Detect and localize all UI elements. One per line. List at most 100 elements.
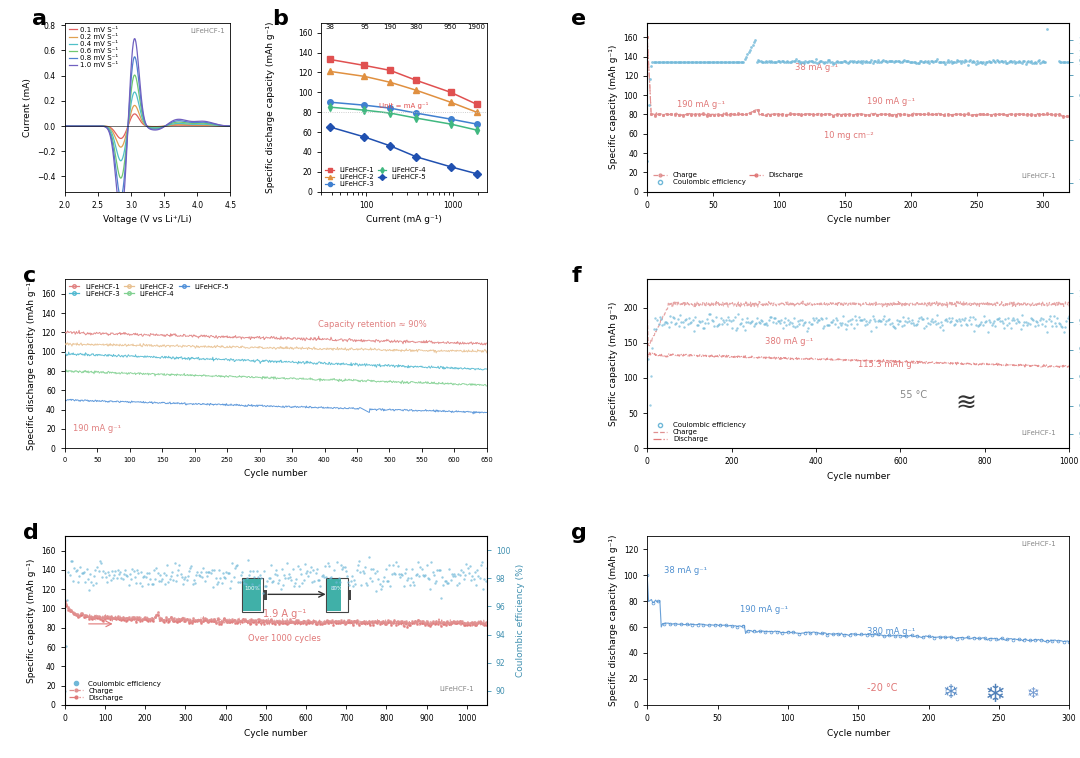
Point xyxy=(127,577,145,589)
Point xyxy=(188,568,205,581)
Text: 380 mA g⁻¹: 380 mA g⁻¹ xyxy=(866,627,915,636)
Point xyxy=(901,315,918,327)
Point xyxy=(1014,55,1031,67)
Point xyxy=(149,566,166,578)
0.8 mV S⁻¹ xyxy=(100,124,113,133)
Point xyxy=(852,55,869,67)
Point xyxy=(639,99,657,111)
Point xyxy=(786,55,804,67)
Point xyxy=(176,573,193,585)
Point xyxy=(259,575,276,587)
Text: ❄: ❄ xyxy=(943,683,959,702)
Point xyxy=(910,312,928,324)
Point xyxy=(948,55,966,67)
Point xyxy=(697,55,714,67)
Point xyxy=(876,55,893,67)
Point xyxy=(833,56,850,68)
0.6 mV S⁻¹ xyxy=(170,117,183,127)
Point xyxy=(756,56,773,68)
Point xyxy=(850,55,867,67)
LiFeHCF-3 xyxy=(470,120,483,129)
Point xyxy=(1024,57,1041,69)
Point xyxy=(816,56,834,68)
Point xyxy=(774,55,792,67)
LiFeHCF-1 xyxy=(409,76,422,85)
Point xyxy=(703,314,720,326)
Point xyxy=(760,315,778,327)
Point xyxy=(647,55,664,67)
Point xyxy=(778,319,795,331)
Text: 950: 950 xyxy=(444,23,457,30)
Point xyxy=(689,55,706,67)
Point xyxy=(982,316,999,328)
Point xyxy=(716,55,733,67)
LiFeHCF-3 xyxy=(409,108,422,117)
Point xyxy=(428,575,445,587)
Point xyxy=(827,312,845,324)
Point xyxy=(691,315,708,327)
Point xyxy=(864,310,881,322)
Text: d: d xyxy=(23,522,39,543)
Point xyxy=(350,555,367,567)
Point xyxy=(785,312,802,324)
Point xyxy=(993,315,1010,327)
Point xyxy=(730,309,747,321)
Point xyxy=(1031,58,1049,70)
Point xyxy=(1037,55,1054,67)
Point xyxy=(229,559,246,572)
Point xyxy=(374,580,391,592)
Point xyxy=(396,566,414,578)
Point xyxy=(1018,318,1036,330)
Point xyxy=(214,567,231,579)
Point xyxy=(779,55,796,67)
Point xyxy=(818,312,835,324)
Point xyxy=(922,315,940,327)
Point xyxy=(804,318,821,330)
Point xyxy=(789,315,807,327)
Point xyxy=(663,316,680,328)
Point xyxy=(409,556,427,568)
Point xyxy=(1004,312,1022,324)
Line: LiFeHCF-1: LiFeHCF-1 xyxy=(327,57,480,107)
Bar xyxy=(326,578,348,612)
Point xyxy=(807,312,824,324)
Point xyxy=(431,564,448,576)
Point xyxy=(395,580,413,592)
Text: 190 mA g⁻¹: 190 mA g⁻¹ xyxy=(677,100,725,109)
Point xyxy=(1012,56,1029,68)
Point xyxy=(1027,57,1044,69)
0.2 mV S⁻¹ xyxy=(134,112,147,121)
Point xyxy=(404,563,421,575)
Point xyxy=(684,55,701,67)
Point xyxy=(897,55,915,67)
Point xyxy=(1005,55,1023,67)
0.1 mV S⁻¹ xyxy=(114,134,127,143)
Point xyxy=(291,580,308,592)
0.1 mV S⁻¹ xyxy=(58,121,71,130)
Text: c: c xyxy=(23,266,36,286)
Point xyxy=(457,569,474,581)
Point xyxy=(297,567,314,579)
0.6 mV S⁻¹ xyxy=(134,99,147,108)
Point xyxy=(941,316,958,328)
Point xyxy=(108,572,125,584)
Point xyxy=(692,55,710,67)
Point xyxy=(77,576,94,588)
Point xyxy=(322,572,339,584)
0.6 mV S⁻¹ xyxy=(87,121,100,130)
Point xyxy=(882,55,900,67)
Point xyxy=(711,318,728,330)
Text: LiFeHCF-1: LiFeHCF-1 xyxy=(190,28,226,34)
Point xyxy=(265,575,282,587)
Point xyxy=(685,55,702,67)
Point xyxy=(848,56,865,68)
Legend: Coulombic efficiency, Charge, Discharge: Coulombic efficiency, Charge, Discharge xyxy=(650,419,748,445)
Text: LiFeHCF-1: LiFeHCF-1 xyxy=(1022,173,1056,179)
Point xyxy=(242,565,259,577)
Point xyxy=(79,572,96,584)
Point xyxy=(765,55,782,67)
Point xyxy=(917,55,934,67)
Point xyxy=(70,570,87,582)
Point xyxy=(688,319,705,331)
Point xyxy=(961,311,978,323)
